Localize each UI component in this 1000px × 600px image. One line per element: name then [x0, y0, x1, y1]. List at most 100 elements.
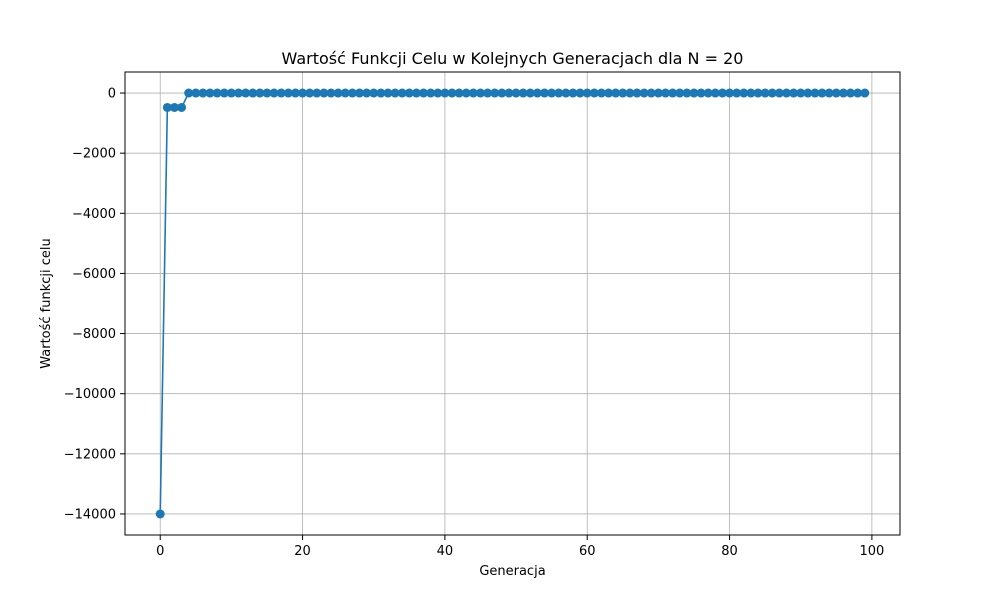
data-point — [376, 88, 386, 98]
data-point — [255, 88, 265, 98]
y-tick-label: −4000 — [72, 207, 116, 222]
data-point — [276, 88, 286, 98]
data-point — [319, 88, 329, 98]
data-point — [689, 88, 699, 98]
data-point — [710, 88, 720, 98]
data-point — [611, 88, 621, 98]
data-point — [511, 88, 521, 98]
data-point — [824, 88, 834, 98]
data-point — [589, 88, 599, 98]
data-point — [383, 88, 393, 98]
data-point — [390, 88, 400, 98]
data-point — [725, 88, 735, 98]
data-point — [419, 88, 429, 98]
data-point — [675, 88, 685, 98]
data-point — [518, 88, 528, 98]
data-point — [781, 88, 791, 98]
data-point — [497, 88, 507, 98]
data-point — [774, 88, 784, 98]
data-point — [198, 88, 208, 98]
data-point — [411, 88, 421, 98]
x-tick-label: 80 — [721, 544, 738, 559]
data-point — [582, 88, 592, 98]
y-tick-label: −10000 — [64, 387, 116, 402]
data-point — [746, 88, 756, 98]
data-point — [219, 88, 229, 98]
y-axis-label: Wartość funkcji celu — [39, 238, 54, 369]
data-point — [717, 88, 727, 98]
data-point — [568, 88, 578, 98]
data-point — [447, 88, 457, 98]
data-point — [340, 88, 350, 98]
series-layer — [155, 88, 870, 519]
data-point — [532, 88, 542, 98]
data-point — [540, 88, 550, 98]
data-point — [682, 88, 692, 98]
grid-lines — [125, 72, 900, 535]
data-point — [732, 88, 742, 98]
data-point — [298, 88, 308, 98]
data-point — [454, 88, 464, 98]
data-point — [226, 88, 236, 98]
data-point — [283, 88, 293, 98]
y-tick-label: 0 — [108, 87, 116, 102]
y-tick-label: −2000 — [72, 147, 116, 162]
data-point — [490, 88, 500, 98]
data-point — [333, 88, 343, 98]
data-point — [604, 88, 614, 98]
data-point — [433, 88, 443, 98]
data-point — [326, 88, 336, 98]
data-point — [234, 88, 244, 98]
data-point — [810, 88, 820, 98]
data-point — [639, 88, 649, 98]
data-point — [241, 88, 251, 98]
data-point — [397, 88, 407, 98]
x-tick-label: 100 — [859, 544, 884, 559]
data-point — [305, 88, 315, 98]
data-point — [354, 88, 364, 98]
data-point — [191, 88, 201, 98]
data-point — [696, 88, 706, 98]
data-point — [646, 88, 656, 98]
data-point — [853, 88, 863, 98]
data-point — [162, 102, 172, 112]
data-point — [177, 102, 187, 112]
data-point — [547, 88, 557, 98]
data-point — [262, 88, 272, 98]
data-point — [475, 88, 485, 98]
y-tick-label: −8000 — [72, 327, 116, 342]
y-tick-label: −14000 — [64, 507, 116, 522]
x-axis-label: Generacja — [479, 564, 545, 579]
data-point — [789, 88, 799, 98]
data-point — [803, 88, 813, 98]
data-point — [184, 88, 194, 98]
data-point — [205, 88, 215, 98]
data-point — [739, 88, 749, 98]
data-point — [831, 88, 841, 98]
data-point — [653, 88, 663, 98]
data-point — [838, 88, 848, 98]
x-tick-label: 40 — [437, 544, 454, 559]
chart-title: Wartość Funkcji Celu w Kolejnych Generac… — [282, 49, 744, 68]
data-point — [796, 88, 806, 98]
data-point — [440, 88, 450, 98]
data-point — [290, 88, 300, 98]
data-point — [817, 88, 827, 98]
x-tick-label: 0 — [156, 544, 164, 559]
data-point — [661, 88, 671, 98]
data-point — [155, 509, 165, 519]
data-point — [312, 88, 322, 98]
data-point — [269, 88, 279, 98]
data-point — [369, 88, 379, 98]
data-point — [525, 88, 535, 98]
data-point — [596, 88, 606, 98]
data-point — [625, 88, 635, 98]
data-point — [347, 88, 357, 98]
data-point — [618, 88, 628, 98]
data-point — [846, 88, 856, 98]
data-point — [632, 88, 642, 98]
data-point — [767, 88, 777, 98]
